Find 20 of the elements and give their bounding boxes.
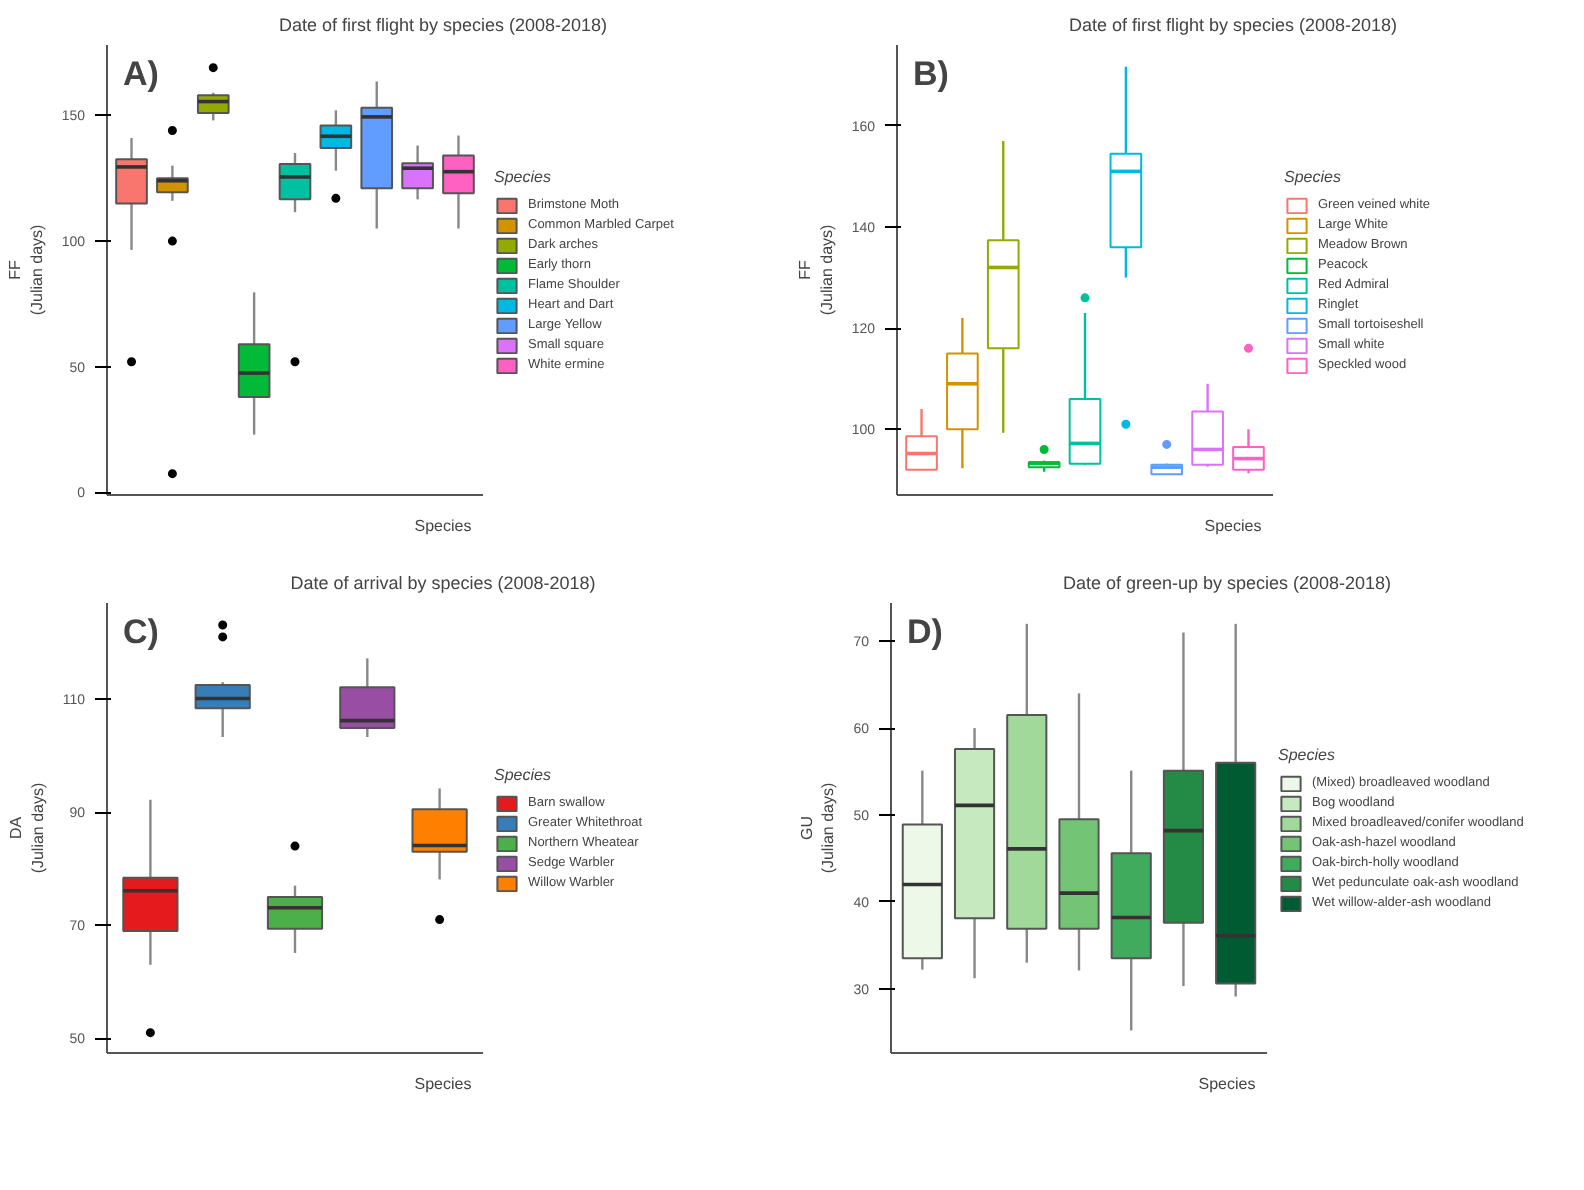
chart-title: Date of first flight by species (2008-2018) — [1068, 15, 1398, 35]
annotation: B) — [913, 55, 949, 93]
x-axis-title: Species — [1198, 1075, 1256, 1093]
legend-title: Species — [494, 167, 553, 185]
legend-title: Species — [494, 765, 553, 783]
annotation: A) — [123, 55, 159, 93]
x-axis-title: Species — [414, 517, 472, 535]
y-axis-title: GU (Julian days) — [797, 781, 838, 874]
legend-title: Species — [1284, 167, 1343, 185]
annotation: C) — [123, 613, 159, 651]
y-axis-title: FF (Julian days) — [6, 223, 46, 316]
y-axis-title: DA (Julian days) — [7, 781, 47, 874]
chart-title: Date of first flight by species (2008-2018) — [278, 15, 608, 35]
x-axis-title: Species — [414, 1075, 472, 1093]
x-axis-title: Species — [1204, 517, 1262, 535]
y-axis-title: FF (Julian days) — [796, 223, 836, 316]
chart-title: Date of arrival by species (2008-2018) — [290, 573, 596, 593]
annotation: D) — [907, 613, 943, 651]
chart-title: Date of green-up by species (2008-2018) — [1062, 573, 1392, 593]
legend-title: Species — [1278, 745, 1337, 763]
